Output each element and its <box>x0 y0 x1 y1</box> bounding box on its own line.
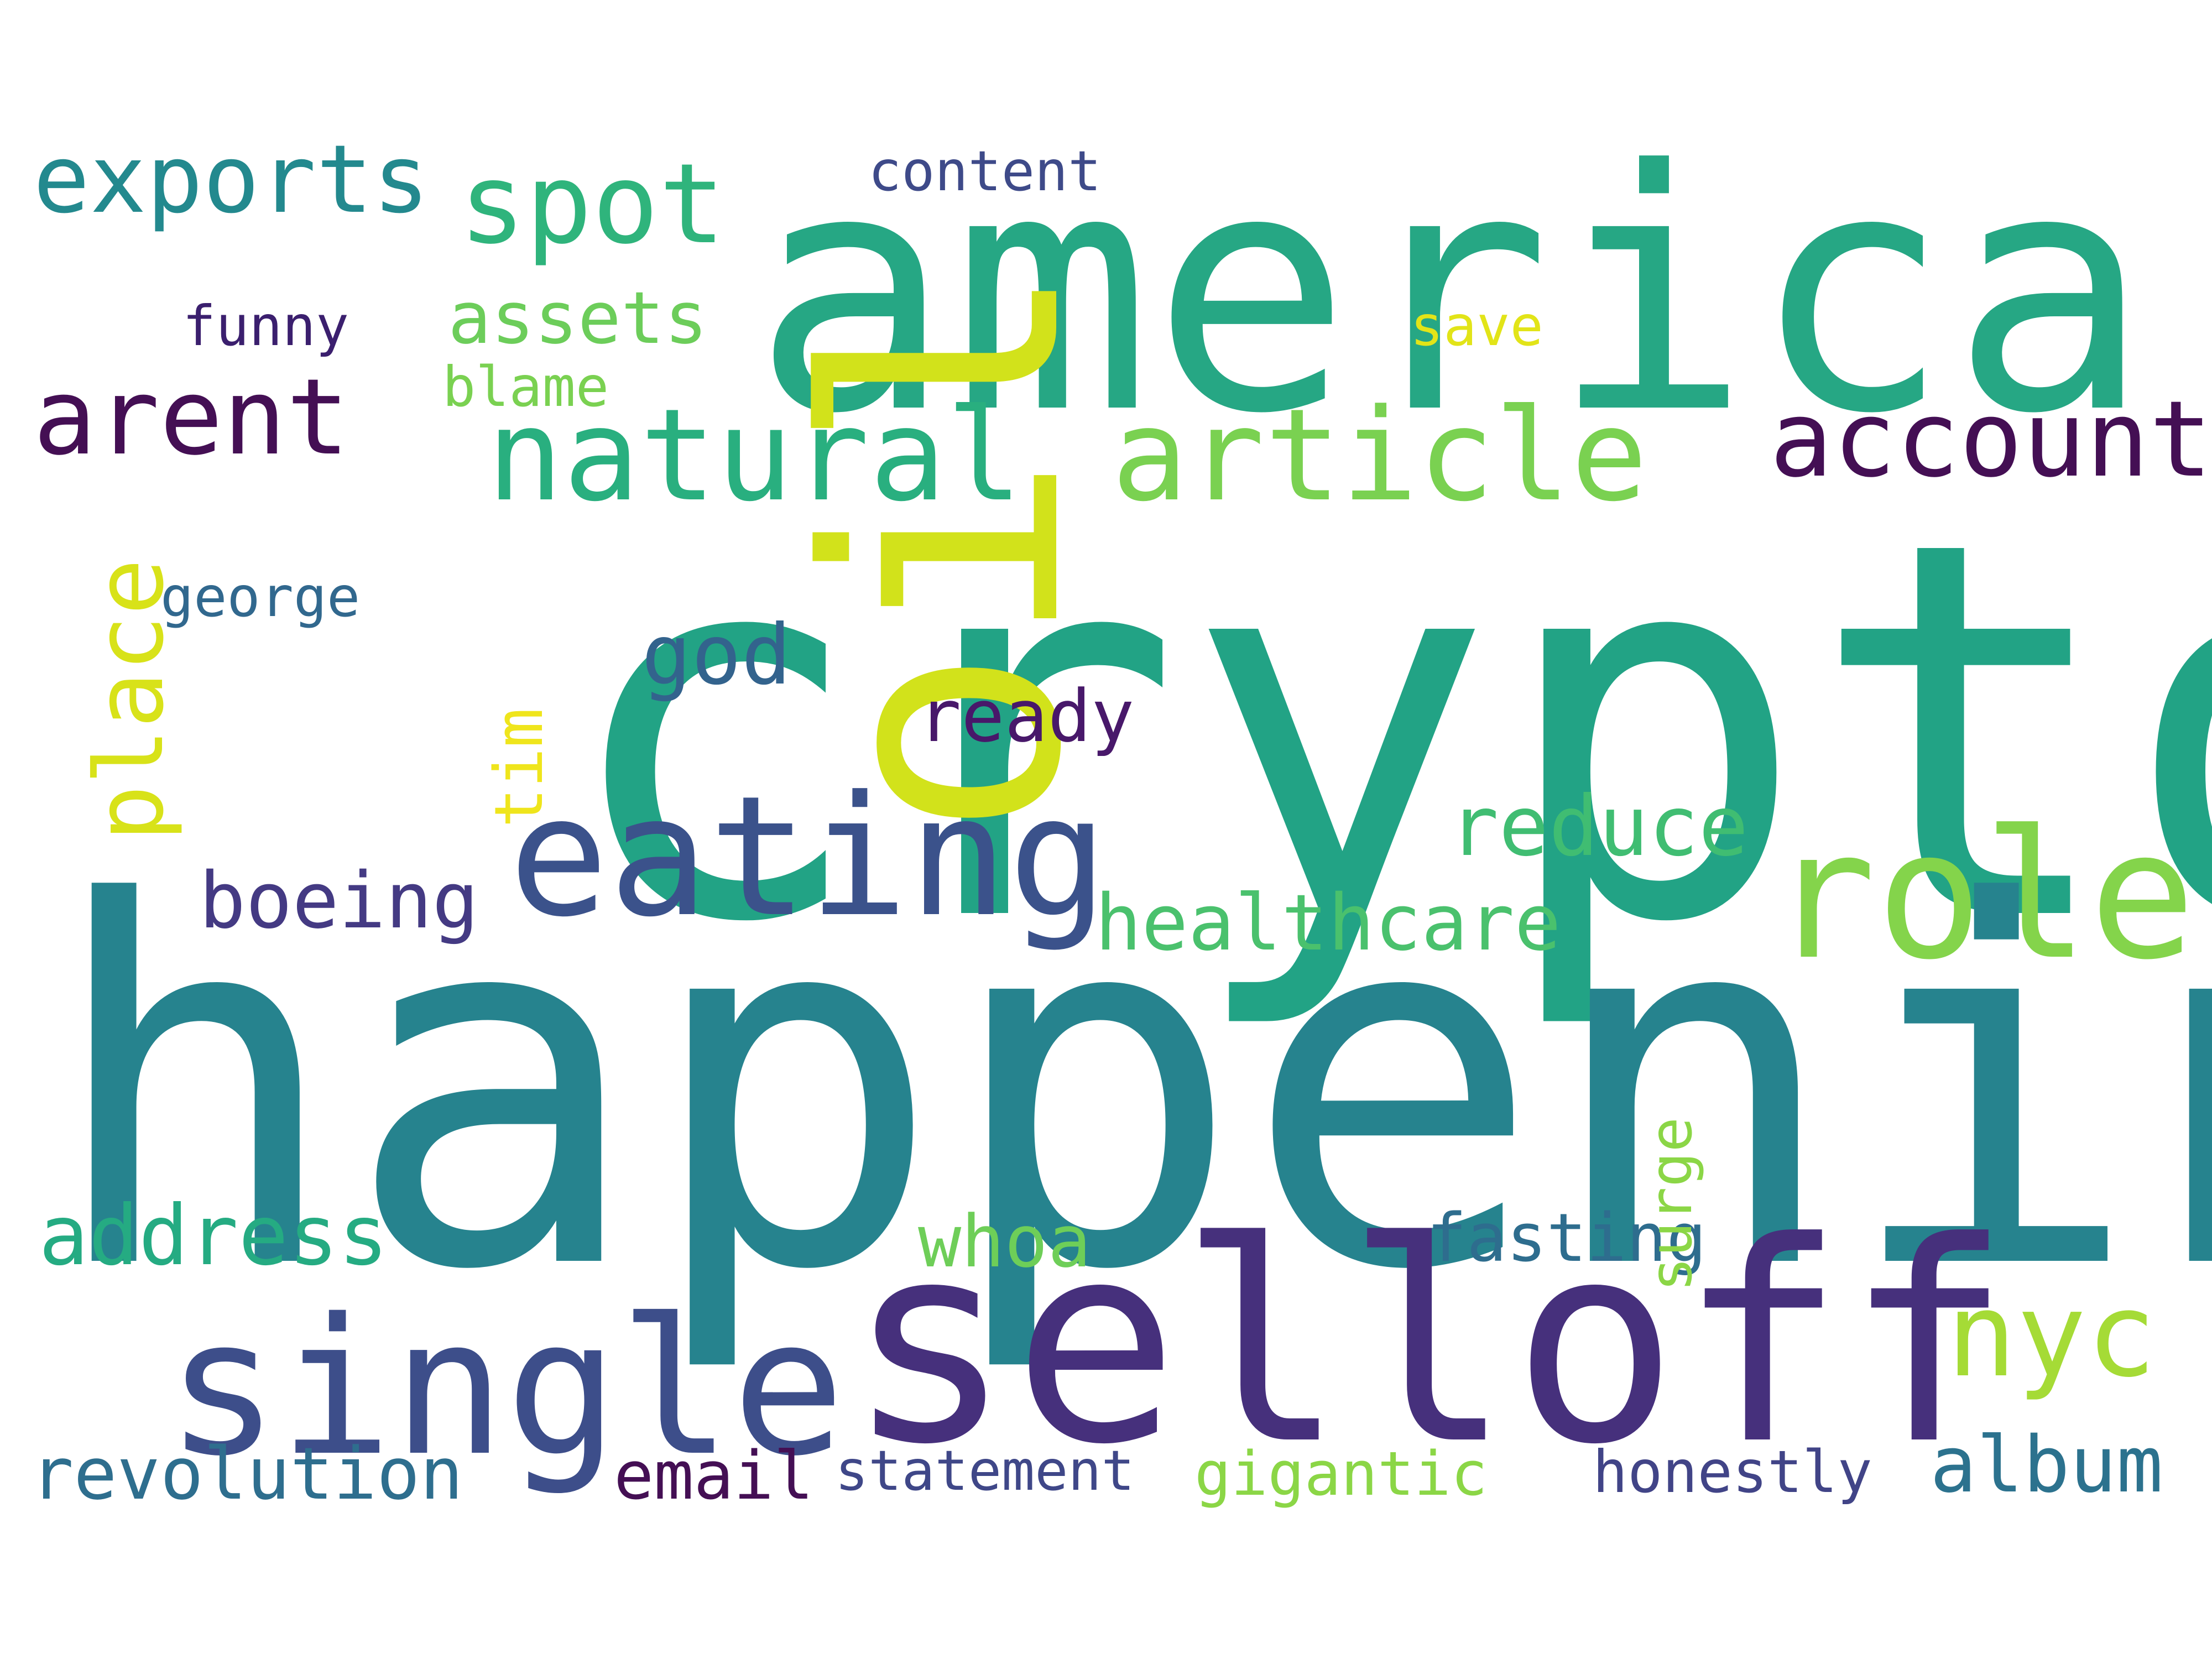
word-america: america <box>752 100 2151 486</box>
word-article: article <box>1112 382 1648 530</box>
word-god: god <box>641 607 791 703</box>
word-natural: natural <box>487 382 1023 530</box>
word-eating: eating <box>509 760 1108 953</box>
word-content: content <box>868 139 1102 204</box>
word-exports: exports <box>33 125 430 234</box>
word-ready: ready <box>918 674 1135 758</box>
word-boeing: boeing <box>199 856 479 946</box>
word-account: account <box>1770 378 2212 500</box>
word-surge: surge <box>1637 1117 1705 1292</box>
word-spot: spot <box>459 140 726 269</box>
word-blame: blame <box>442 354 609 419</box>
word-statement: statement <box>835 1438 1135 1503</box>
word-save: save <box>1410 294 1543 358</box>
word-revolution: revolution <box>30 1432 463 1516</box>
word-arent: arent <box>33 356 349 478</box>
word-george: george <box>160 565 361 629</box>
word-selloff: selloff <box>846 1183 2012 1505</box>
word-reduce: reduce <box>1449 779 1749 875</box>
word-honestly: honestly <box>1593 1438 1872 1506</box>
word-nyc: nyc <box>1947 1267 2157 1403</box>
word-email: email <box>614 1438 814 1515</box>
word-assets: assets <box>448 276 708 360</box>
word-address: address <box>39 1188 389 1284</box>
word-whoa: whoa <box>918 1199 1092 1284</box>
word-fasting: fasting <box>1427 1200 1707 1277</box>
word-tim: tim <box>481 708 558 828</box>
word-happening: happening <box>44 800 2212 1379</box>
word-crypto: crypto <box>556 430 2212 1036</box>
word-role: role <box>1770 793 2196 999</box>
word-funny: funny <box>182 294 349 358</box>
word-gigantic: gigantic <box>1194 1438 1488 1509</box>
word-album: album <box>1930 1420 2163 1510</box>
word-single: single <box>166 1279 846 1498</box>
word-healthcare: healthcare <box>1095 878 1561 968</box>
